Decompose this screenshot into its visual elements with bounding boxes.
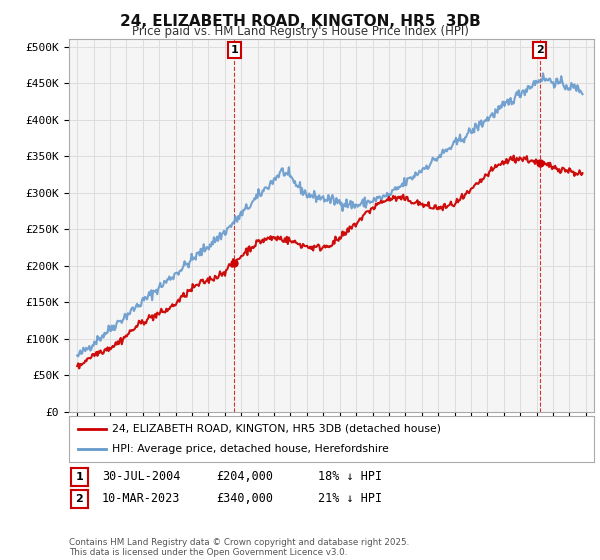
Text: 1: 1: [230, 45, 238, 55]
Text: 18% ↓ HPI: 18% ↓ HPI: [318, 470, 382, 483]
Text: 2: 2: [76, 494, 83, 504]
Text: 24, ELIZABETH ROAD, KINGTON, HR5 3DB (detached house): 24, ELIZABETH ROAD, KINGTON, HR5 3DB (de…: [112, 424, 441, 434]
Text: 21% ↓ HPI: 21% ↓ HPI: [318, 492, 382, 506]
Text: Contains HM Land Registry data © Crown copyright and database right 2025.
This d: Contains HM Land Registry data © Crown c…: [69, 538, 409, 557]
Text: 1: 1: [76, 472, 83, 482]
Text: 10-MAR-2023: 10-MAR-2023: [102, 492, 181, 506]
Text: HPI: Average price, detached house, Herefordshire: HPI: Average price, detached house, Here…: [112, 444, 389, 454]
Text: £204,000: £204,000: [216, 470, 273, 483]
Text: £340,000: £340,000: [216, 492, 273, 506]
Text: 24, ELIZABETH ROAD, KINGTON, HR5  3DB: 24, ELIZABETH ROAD, KINGTON, HR5 3DB: [119, 14, 481, 29]
Text: 30-JUL-2004: 30-JUL-2004: [102, 470, 181, 483]
Text: 2: 2: [536, 45, 544, 55]
Text: Price paid vs. HM Land Registry's House Price Index (HPI): Price paid vs. HM Land Registry's House …: [131, 25, 469, 38]
